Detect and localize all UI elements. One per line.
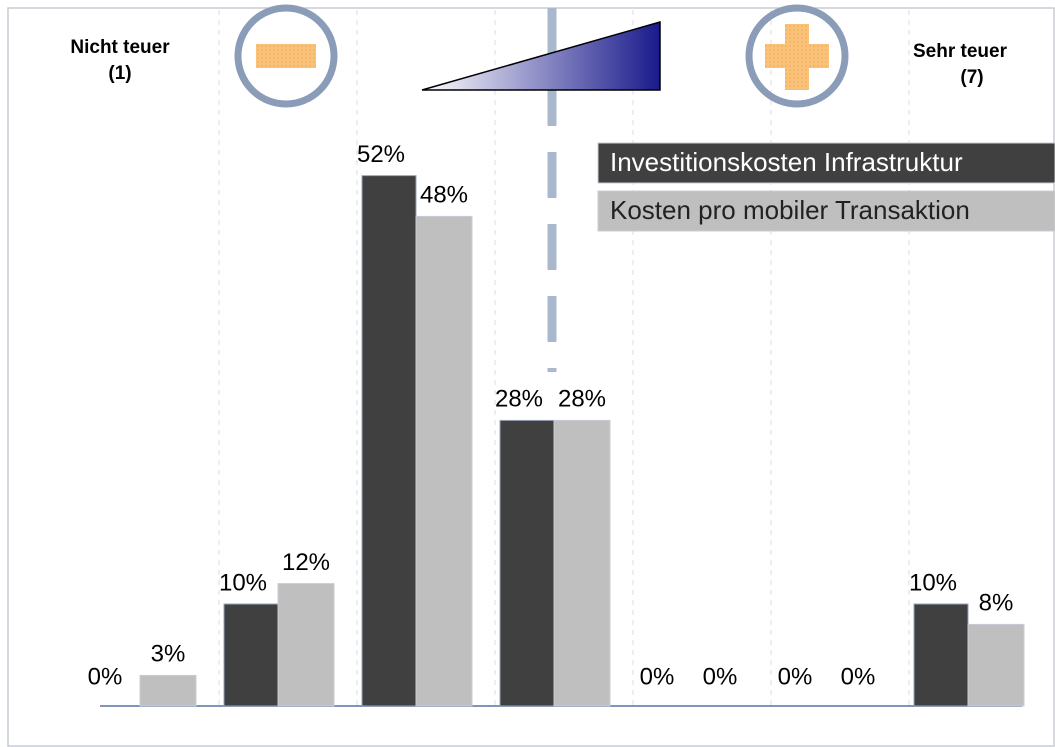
value-label: 10%: [219, 569, 267, 596]
value-label: 8%: [979, 590, 1014, 617]
bar: [499, 419, 555, 707]
annotation: Sehr teuer: [913, 41, 1008, 62]
bar: [277, 583, 335, 707]
value-label: 0%: [841, 663, 876, 690]
plus-icon: [765, 24, 829, 90]
legend-label: Investitionskosten Infrastruktur: [610, 147, 963, 177]
annotation: (1): [108, 63, 131, 84]
legend-box: [597, 142, 1055, 184]
minus-icon: [256, 44, 316, 68]
value-label: 0%: [88, 663, 123, 690]
value-label: 52%: [357, 141, 405, 168]
bar: [139, 674, 197, 707]
value-label: 28%: [558, 386, 606, 413]
separators: [218, 10, 910, 706]
minus-circle: [234, 4, 338, 108]
value-label: 3%: [151, 641, 186, 668]
legend-label: Kosten pro mobiler Transaktion: [610, 195, 970, 225]
annotation: (7): [960, 67, 983, 88]
value-label: 10%: [909, 569, 957, 596]
bar: [913, 603, 969, 707]
value-label: 0%: [640, 663, 675, 690]
plus-circle: [745, 4, 849, 108]
bar: [361, 175, 417, 707]
gradient-triangle: [421, 21, 661, 91]
bar: [553, 419, 611, 707]
legend-box: [597, 190, 1055, 232]
bar: [223, 603, 279, 707]
bar: [967, 623, 1025, 707]
value-label: 28%: [495, 386, 543, 413]
value-label: 0%: [703, 663, 738, 690]
value-label: 12%: [282, 549, 330, 576]
value-label: 0%: [778, 663, 813, 690]
bar: [415, 215, 473, 707]
annotation: Nicht teuer: [70, 37, 170, 58]
value-label: 48%: [420, 182, 468, 209]
frame: [7, 7, 1055, 747]
